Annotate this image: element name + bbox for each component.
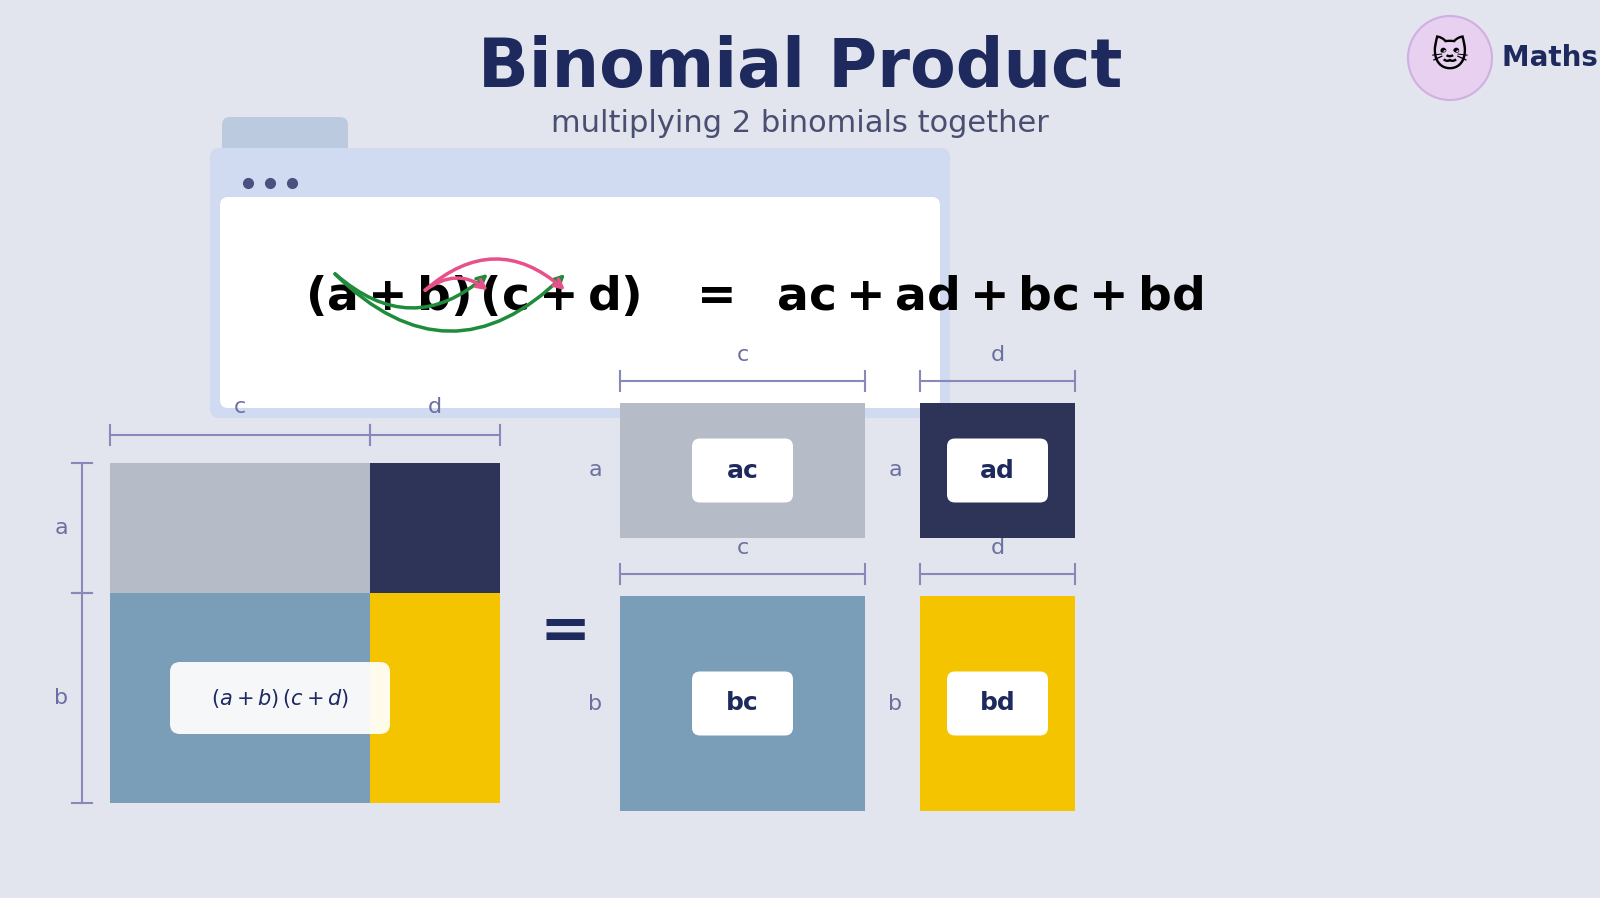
Text: 🐱: 🐱 <box>1430 41 1469 75</box>
Text: b: b <box>587 693 602 714</box>
Text: $\mathbf{(a + b)\,(c + d)}$   $\mathbf{=\ \ ac + ad + bc + bd}$: $\mathbf{(a + b)\,(c + d)}$ $\mathbf{=\ … <box>306 276 1203 321</box>
Text: b: b <box>54 688 67 708</box>
Text: $(a + b)\,(c + d)$: $(a + b)\,(c + d)$ <box>211 686 349 709</box>
Text: d: d <box>427 397 442 417</box>
FancyBboxPatch shape <box>222 117 349 171</box>
Text: bc: bc <box>726 691 758 716</box>
Bar <box>370 463 499 593</box>
Bar <box>621 403 866 538</box>
Text: Binomial Product: Binomial Product <box>478 35 1122 101</box>
Bar <box>110 463 370 593</box>
Text: Maths Angel: Maths Angel <box>1502 44 1600 72</box>
Text: ad: ad <box>981 459 1014 482</box>
FancyBboxPatch shape <box>691 672 794 735</box>
FancyBboxPatch shape <box>691 438 794 503</box>
FancyBboxPatch shape <box>947 438 1048 503</box>
Bar <box>621 596 866 811</box>
Bar <box>920 403 1075 538</box>
FancyBboxPatch shape <box>947 672 1048 735</box>
Text: a: a <box>54 518 67 538</box>
Bar <box>110 593 370 803</box>
FancyBboxPatch shape <box>221 197 941 408</box>
Text: c: c <box>234 397 246 417</box>
Text: d: d <box>990 345 1005 365</box>
Text: c: c <box>736 345 749 365</box>
Text: a: a <box>589 461 602 480</box>
Text: c: c <box>736 538 749 558</box>
Text: =: = <box>539 603 590 663</box>
Text: b: b <box>888 693 902 714</box>
FancyBboxPatch shape <box>210 148 950 418</box>
Circle shape <box>1408 16 1491 100</box>
FancyBboxPatch shape <box>170 662 390 734</box>
Text: multiplying 2 binomials together: multiplying 2 binomials together <box>550 109 1050 137</box>
Text: ac: ac <box>726 459 758 482</box>
Text: d: d <box>990 538 1005 558</box>
Text: bd: bd <box>979 691 1016 716</box>
Bar <box>370 593 499 803</box>
Bar <box>920 596 1075 811</box>
Text: a: a <box>888 461 902 480</box>
